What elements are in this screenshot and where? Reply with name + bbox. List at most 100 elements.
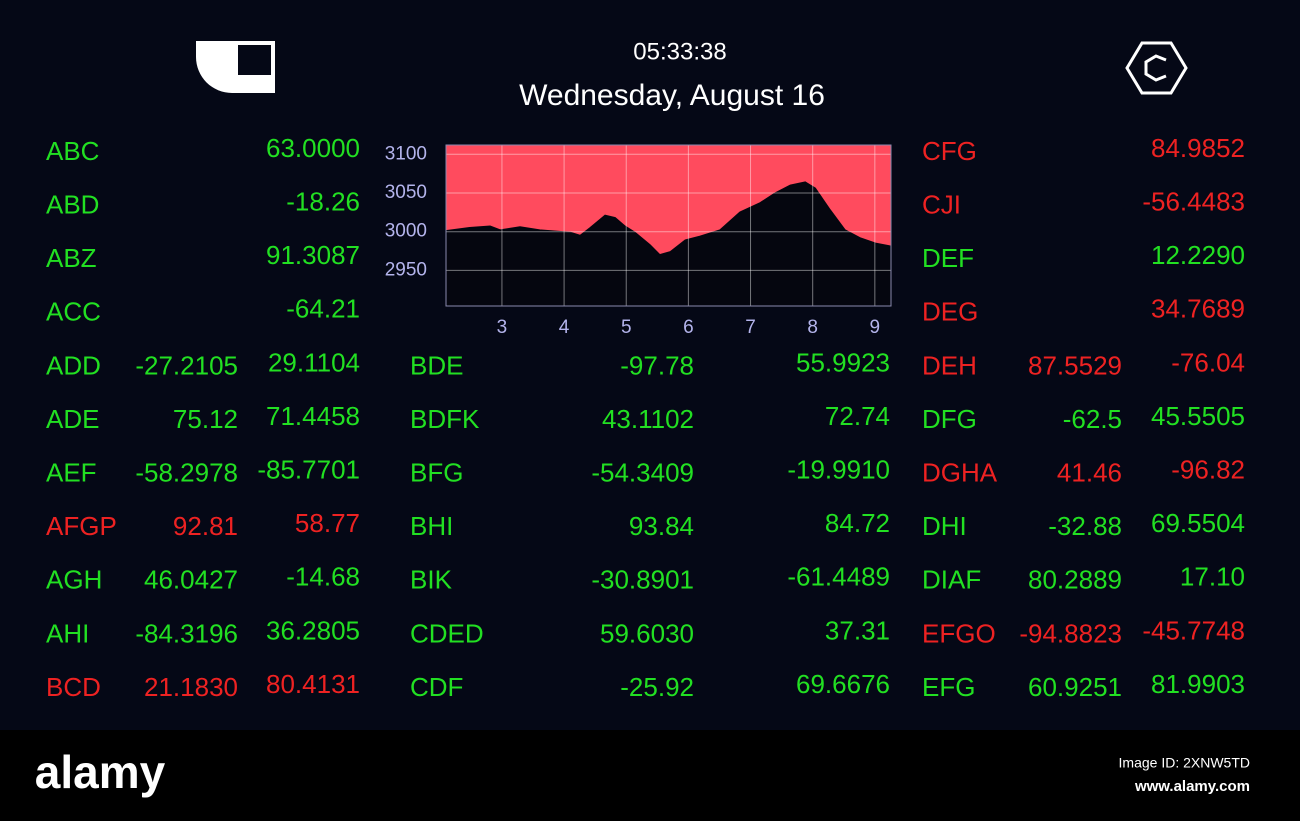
- price: 81.9903: [1151, 669, 1245, 699]
- price: 84.72: [825, 508, 890, 538]
- price: 72.74: [825, 401, 890, 431]
- logo-right-inner: [1144, 54, 1167, 82]
- x-tick-label: 6: [683, 317, 694, 338]
- y-tick-label: 3100: [385, 143, 427, 164]
- price: -45.7748: [1142, 615, 1245, 645]
- symbol: AHI: [46, 618, 89, 648]
- price: 21.1830: [144, 672, 238, 702]
- x-tick-label: 5: [621, 317, 632, 338]
- plot-frame: [445, 144, 892, 307]
- price: -76.04: [1171, 347, 1245, 377]
- price: 41.46: [1057, 457, 1122, 487]
- symbol: DEH: [922, 350, 977, 380]
- symbol: BDE: [410, 350, 463, 380]
- clock: 05:33:38: [633, 38, 726, 65]
- price: 92.81: [173, 511, 238, 541]
- price: 91.3087: [266, 240, 360, 270]
- price: -62.5: [1063, 404, 1122, 434]
- symbol: ADE: [46, 404, 99, 434]
- symbol: CFG: [922, 136, 977, 166]
- symbol: CDED: [410, 618, 484, 648]
- logo-left-notch: [238, 45, 271, 75]
- symbol: CDF: [410, 672, 463, 702]
- price: -14.68: [286, 562, 360, 592]
- symbol: AGH: [46, 565, 102, 595]
- symbol: EFGO: [922, 618, 996, 648]
- image-id: Image ID: 2XNW5TD: [1119, 755, 1250, 771]
- area: [445, 181, 892, 307]
- price: 71.4458: [266, 401, 360, 431]
- price: 36.2805: [266, 615, 360, 645]
- background: [0, 0, 1300, 730]
- price: -64.21: [286, 294, 360, 324]
- symbol: ABC: [46, 136, 99, 166]
- symbol: BCD: [46, 672, 101, 702]
- y-tick-label: 3000: [385, 221, 427, 242]
- y-tick-label: 3050: [385, 182, 427, 203]
- symbol: BDFK: [410, 404, 480, 434]
- price: 69.6676: [796, 669, 890, 699]
- price: 43.1102: [602, 404, 694, 434]
- price: -94.8823: [1019, 618, 1122, 648]
- price: 75.12: [173, 404, 238, 434]
- symbol: BIK: [410, 565, 453, 595]
- footer-url: www.alamy.com: [1134, 778, 1250, 795]
- symbol: EFG: [922, 672, 975, 702]
- footer-logo: alamy: [35, 746, 166, 798]
- price: -61.4489: [787, 562, 890, 592]
- price: -25.92: [620, 672, 694, 702]
- price: 46.0427: [144, 565, 238, 595]
- footer-bar: [0, 730, 1300, 821]
- symbol: BHI: [410, 511, 453, 541]
- symbol: AFGP: [46, 511, 117, 541]
- x-tick-label: 4: [559, 317, 570, 338]
- x-tick-label: 7: [745, 317, 756, 338]
- price: -30.8901: [591, 565, 694, 595]
- price: 59.6030: [600, 618, 694, 648]
- price: 45.5505: [1151, 401, 1245, 431]
- symbol: AEF: [46, 457, 97, 487]
- price: 84.9852: [1151, 133, 1245, 163]
- price: -96.82: [1171, 454, 1245, 484]
- price: -54.3409: [591, 457, 694, 487]
- symbol: CJI: [922, 189, 961, 219]
- price: 60.9251: [1028, 672, 1122, 702]
- price: -27.2105: [135, 350, 238, 380]
- symbol: ADD: [46, 350, 101, 380]
- symbol: ABZ: [46, 243, 97, 273]
- price: 80.2889: [1028, 565, 1122, 595]
- symbol: DIAF: [922, 565, 981, 595]
- price: 58.77: [295, 508, 360, 538]
- price: 37.31: [825, 615, 890, 645]
- price: 55.9923: [796, 347, 890, 377]
- price: -84.3196: [135, 618, 238, 648]
- price: 34.7689: [1151, 294, 1245, 324]
- price: -85.7701: [257, 454, 360, 484]
- x-tick-label: 3: [497, 317, 508, 338]
- price: 63.0000: [266, 133, 360, 163]
- price: -32.88: [1048, 511, 1122, 541]
- x-tick-label: 8: [807, 317, 818, 338]
- price: -97.78: [620, 350, 694, 380]
- logo-right: [1125, 41, 1188, 95]
- price: 17.10: [1180, 562, 1245, 592]
- symbol: DGHA: [922, 457, 998, 487]
- price: 69.5504: [1151, 508, 1245, 538]
- price: 87.5529: [1028, 350, 1122, 380]
- price: -19.9910: [787, 454, 890, 484]
- price: 12.2290: [1151, 240, 1245, 270]
- price: 80.4131: [266, 669, 360, 699]
- price: 93.84: [629, 511, 694, 541]
- date: Wednesday, August 16: [519, 79, 825, 112]
- symbol: BFG: [410, 457, 463, 487]
- symbol: DEF: [922, 243, 974, 273]
- symbol: DHI: [922, 511, 967, 541]
- price: 29.1104: [268, 347, 360, 377]
- symbol: DFG: [922, 404, 977, 434]
- price: -58.2978: [135, 457, 238, 487]
- price: -18.26: [286, 186, 360, 216]
- price: -56.4483: [1142, 186, 1245, 216]
- symbol: ABD: [46, 189, 99, 219]
